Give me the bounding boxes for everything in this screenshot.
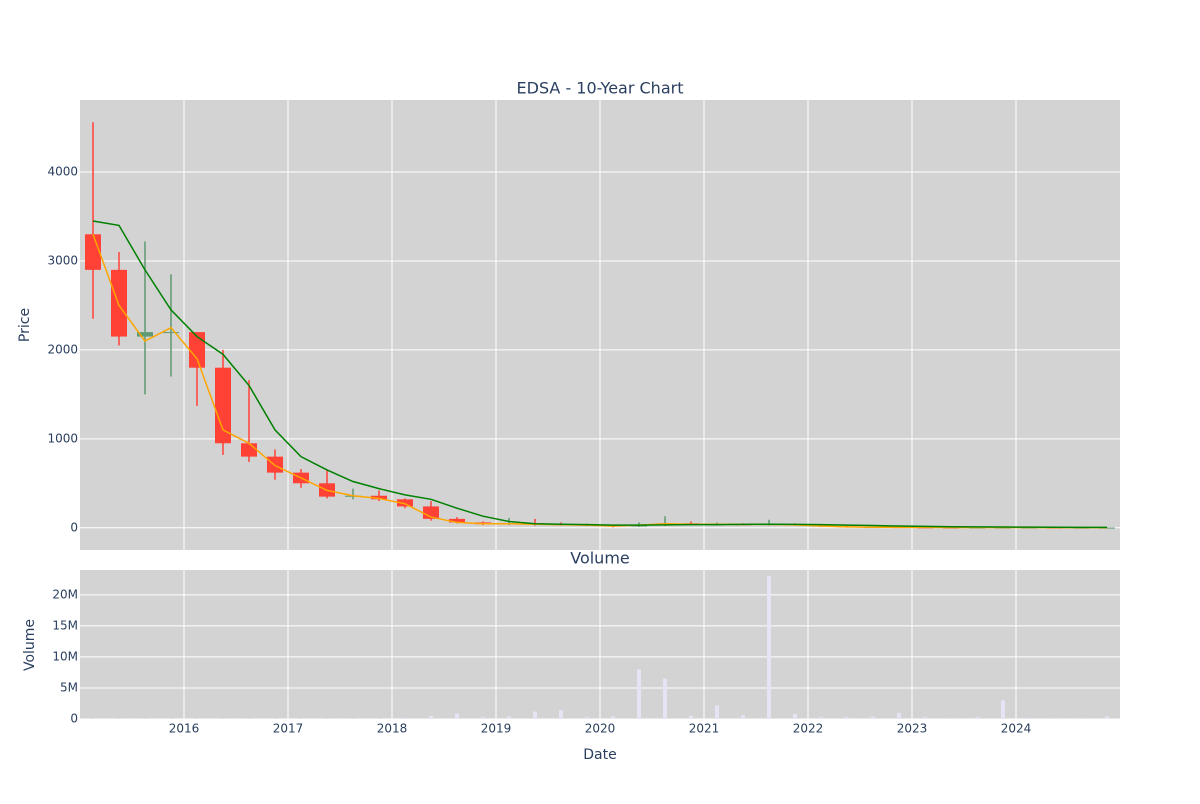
volume-bar: [663, 678, 667, 719]
x-tick-label: 2021: [689, 722, 720, 736]
volume-bar: [507, 716, 511, 719]
candle-body: [371, 495, 387, 500]
x-tick-label: 2019: [481, 722, 512, 736]
volume-bar: [1053, 717, 1057, 719]
volume-bar: [845, 717, 849, 719]
volume-bar: [637, 669, 641, 719]
candle-body: [241, 443, 257, 457]
volume-bar: [377, 718, 381, 719]
volume-bar: [403, 717, 407, 719]
x-tick-label: 2016: [169, 722, 200, 736]
volume-bar: [975, 717, 979, 719]
volume-bar: [585, 717, 589, 719]
volume-bar: [819, 717, 823, 719]
moving-average-line: [92, 220, 1107, 529]
volume-bar: [715, 705, 719, 719]
y-tick-label: 1000: [47, 431, 78, 445]
y-tick-label: 0: [70, 712, 78, 726]
candle-body: [85, 234, 101, 270]
candle-body: [397, 499, 413, 507]
volume-bar: [533, 711, 537, 719]
candle-body: [449, 518, 465, 523]
x-tick-label: 2017: [273, 722, 304, 736]
volume-bar: [923, 717, 927, 719]
volume-bar: [351, 718, 355, 719]
candle-body: [215, 367, 231, 444]
y-tick-label: 2000: [47, 342, 78, 356]
volume-bar: [429, 715, 433, 719]
x-tick-label: 2022: [793, 722, 824, 736]
volume-bar: [1079, 717, 1083, 719]
y-tick-label: 0: [70, 520, 78, 534]
x-tick-label: 2024: [1001, 722, 1032, 736]
candle-body: [111, 269, 127, 337]
volume-bar: [325, 718, 329, 719]
y-axis-label: Price: [17, 308, 33, 342]
volume-bar: [455, 713, 459, 719]
volume-bar: [481, 717, 485, 719]
x-tick-label: 2018: [377, 722, 408, 736]
volume-bar: [1105, 716, 1109, 719]
candle-body: [137, 332, 153, 337]
x-tick-label: 2023: [897, 722, 928, 736]
y-tick-label: 3000: [47, 253, 78, 267]
y-tick-label: 4000: [47, 165, 78, 179]
volume-bar: [221, 718, 225, 719]
volume-bar: [299, 718, 303, 719]
volume-bar: [741, 715, 745, 719]
chart-title: EDSA - 10-Year Chart: [517, 79, 684, 98]
volume-bar: [91, 718, 95, 719]
candle-body: [163, 332, 179, 334]
volume-bar: [169, 718, 173, 719]
volume-bar: [1027, 717, 1031, 719]
volume-bar: [143, 718, 147, 719]
volume-bar: [949, 717, 953, 719]
candle-body: [189, 332, 205, 368]
volume-bar: [897, 712, 901, 719]
volume-bar: [767, 576, 771, 719]
y-axis-label: Volume: [22, 619, 38, 671]
x-axis-label: Date: [583, 747, 616, 763]
y-tick-label: 10M: [52, 649, 78, 663]
y-tick-label: 20M: [52, 587, 78, 601]
volume-bar: [689, 715, 693, 719]
volume-bar: [611, 716, 615, 719]
subplot-title: Volume: [570, 549, 630, 568]
volume-bar: [1001, 700, 1005, 719]
volume-bar: [273, 718, 277, 719]
volume-bar: [871, 716, 875, 719]
volume-bar: [793, 714, 797, 719]
x-tick-label: 2020: [585, 722, 616, 736]
volume-bar: [195, 718, 199, 719]
y-tick-label: 5M: [60, 680, 78, 694]
volume-bar: [559, 710, 563, 719]
volume-bar: [117, 718, 121, 719]
y-tick-label: 15M: [52, 618, 78, 632]
volume-bar: [247, 718, 251, 719]
